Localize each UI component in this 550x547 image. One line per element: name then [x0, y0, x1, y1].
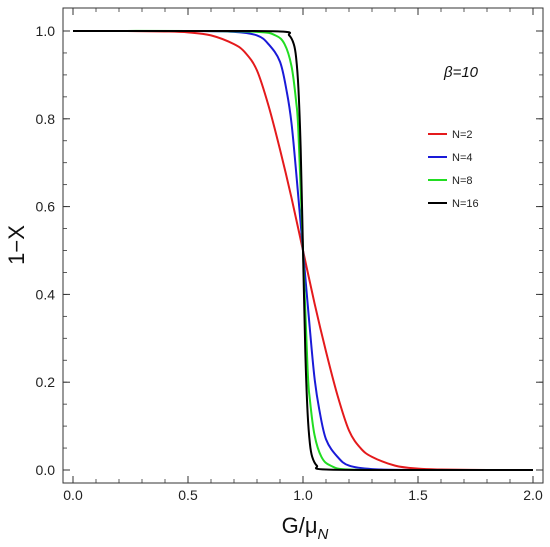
y-tick-label: 0.2: [36, 374, 56, 390]
x-axis-label: G/μN: [282, 513, 329, 543]
beta-annotation: β=10: [443, 64, 479, 81]
y-tick-label: 0.0: [36, 462, 56, 478]
y-tick-label: 0.4: [36, 286, 56, 302]
x-tick-label: 1.0: [293, 487, 313, 503]
series-lines: [72, 29, 534, 472]
y-axis-label: 1−X: [4, 225, 29, 265]
x-tick-label: 2.0: [523, 487, 543, 503]
legend-label: N=2: [452, 129, 473, 141]
y-tick-label: 0.6: [36, 199, 56, 215]
x-axis-label-subscript: N: [318, 526, 329, 543]
legend: N=2 N=4 N=8 N=16: [428, 129, 479, 210]
y-tick-label: 1.0: [36, 23, 56, 39]
legend-label: N=8: [452, 175, 473, 187]
axis-ticks: 0.0 0.5 1.0 1.5 2.0 0.0 0.2 0.4 0.6 0.8 1.0: [36, 8, 543, 503]
legend-label: N=16: [452, 198, 479, 210]
legend-label: N=4: [452, 152, 473, 164]
x-axis-label-main: G/μ: [282, 513, 318, 538]
x-tick-label: 0.5: [178, 487, 198, 503]
y-tick-label: 0.8: [36, 111, 56, 127]
x-tick-label: 1.5: [408, 487, 428, 503]
x-tick-label: 0.0: [63, 487, 83, 503]
series-line-n-16: [72, 29, 534, 472]
